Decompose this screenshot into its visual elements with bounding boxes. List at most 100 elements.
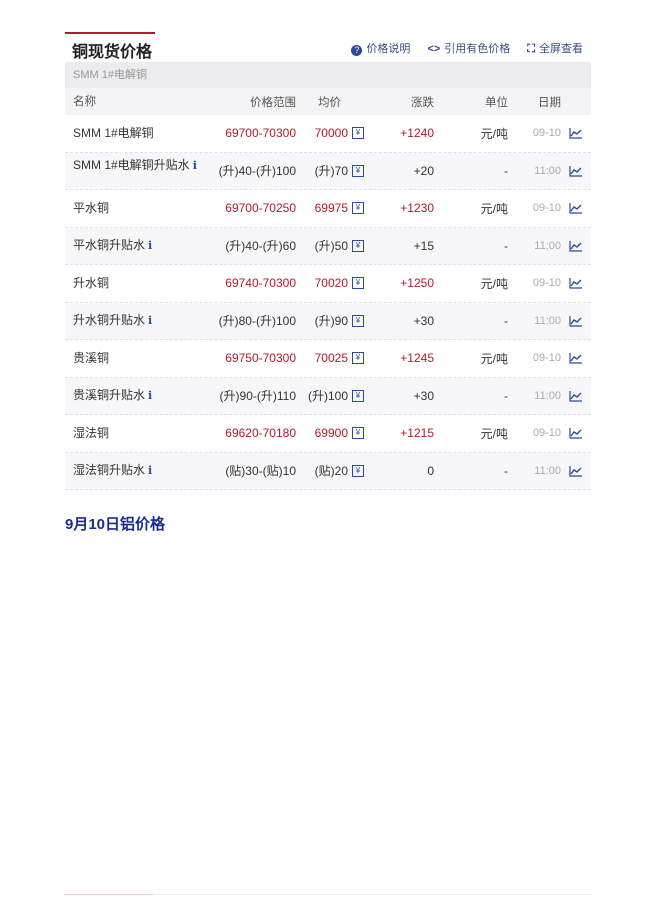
widget-title: 铜现货价格	[72, 44, 153, 61]
price-explanation-link[interactable]: ? 价格说明	[351, 40, 410, 56]
trend-chart-icon[interactable]	[569, 352, 583, 364]
copper-price-widget: 铜现货价格 ? 价格说明 <> 引用有色价格 ⛶ 全屏查看 SMM 1#电解铜 名称 …	[65, 32, 591, 490]
table-row: 平水铜升贴水 i (升)40-(升)60 (升)50 ¥ +15 - 11:00	[65, 227, 591, 265]
row-name: 升水铜升贴水 i	[73, 313, 153, 328]
info-icon[interactable]: i	[148, 314, 153, 328]
price-change: +1240	[400, 126, 434, 141]
price-range: (升)90-(升)110	[219, 389, 296, 404]
yen-calculator-icon[interactable]: ¥	[352, 389, 364, 402]
row-name: SMM 1#电解铜	[73, 126, 154, 141]
price-range: (升)80-(升)100	[218, 314, 296, 329]
row-name: 湿法铜升贴水 i	[73, 463, 153, 478]
unit: -	[504, 313, 508, 328]
table-row: 升水铜 69740-70300 70020 ¥ +1250 元/吨 09-10	[65, 265, 591, 303]
average-price: (升)50	[314, 239, 348, 254]
table-row: SMM 1#电解铜升贴水 i (升)40-(升)100 (升)70 ¥ +20 - 11:00	[65, 152, 591, 190]
col-change: 涨跌	[411, 96, 434, 109]
average-price: 69900	[314, 426, 348, 441]
price-change: +1245	[400, 351, 434, 366]
table-row: 贵溪铜升贴水 i (升)90-(升)110 (升)100 ¥ +30 - 11:00	[65, 377, 591, 415]
date: 11:00	[534, 464, 561, 477]
info-icon[interactable]: i	[192, 158, 197, 172]
trend-chart-icon[interactable]	[569, 427, 583, 439]
yen-calculator-icon[interactable]: ¥	[352, 277, 364, 290]
unit: -	[504, 163, 508, 178]
yen-calculator-icon[interactable]: ¥	[352, 164, 364, 177]
trend-chart-icon[interactable]	[569, 202, 583, 214]
date: 09-10	[532, 127, 561, 140]
info-icon[interactable]: i	[148, 464, 153, 478]
col-range: 价格范围	[250, 96, 296, 109]
table-row: 升水铜升贴水 i (升)80-(升)100 (升)90 ¥ +30 - 11:00	[65, 302, 591, 340]
yen-calculator-icon[interactable]: ¥	[352, 352, 364, 365]
title-accent-line	[65, 32, 155, 34]
yen-calculator-icon[interactable]: ¥	[352, 427, 364, 440]
price-range: 69620-70180	[225, 426, 296, 441]
row-name: 贵溪铜升贴水 i	[73, 388, 153, 403]
average-price: 70025	[314, 351, 348, 366]
price-change: +1250	[400, 276, 434, 291]
table-row: 湿法铜升贴水 i (贴)30-(贴)10 (贴)20 ¥0 - 11:00	[65, 452, 591, 490]
row-name: 湿法铜	[73, 426, 110, 441]
date: 11:00	[534, 314, 561, 327]
price-range: 69700-70250	[225, 201, 296, 216]
info-icon[interactable]: i	[148, 389, 153, 403]
row-name: 平水铜升贴水 i	[73, 238, 153, 253]
date: 11:00	[534, 389, 561, 402]
unit: 元/吨	[480, 201, 508, 216]
product-subheader: SMM 1#电解铜	[65, 62, 591, 88]
unit: -	[504, 463, 508, 478]
trend-chart-icon[interactable]	[569, 390, 583, 402]
price-range: (升)40-(升)60	[225, 239, 296, 254]
average-price: 70020	[314, 276, 348, 291]
date: 09-10	[532, 427, 561, 440]
yen-calculator-icon[interactable]: ¥	[352, 314, 364, 327]
price-change: +20	[413, 163, 434, 178]
price-change: +1230	[400, 201, 434, 216]
cite-price-link[interactable]: <> 引用有色价格	[427, 43, 511, 55]
average-price: 70000	[314, 126, 348, 141]
trend-chart-icon[interactable]	[569, 165, 583, 177]
average-price: (升)100	[307, 389, 348, 404]
average-price: (升)90	[314, 314, 348, 329]
trend-chart-icon[interactable]	[569, 465, 583, 477]
date: 11:00	[534, 164, 561, 177]
row-name: 平水铜	[73, 201, 110, 216]
section-title: 9月10日铝价格	[65, 516, 166, 533]
trend-chart-icon[interactable]	[569, 277, 583, 289]
unit: -	[504, 388, 508, 403]
row-name: 贵溪铜	[73, 351, 110, 366]
average-price: (贴)20	[314, 464, 348, 479]
unit: 元/吨	[480, 276, 508, 291]
unit: 元/吨	[480, 426, 508, 441]
trend-chart-icon[interactable]	[569, 315, 583, 327]
date: 09-10	[532, 202, 561, 215]
price-range: 69750-70300	[225, 351, 296, 366]
trend-chart-icon[interactable]	[569, 127, 583, 139]
trend-chart-icon[interactable]	[569, 240, 583, 252]
row-name: 升水铜	[73, 276, 110, 291]
fullscreen-icon: ⛶	[527, 43, 535, 55]
yen-calculator-icon[interactable]: ¥	[352, 127, 364, 140]
yen-calculator-icon[interactable]: ¥	[352, 239, 364, 252]
col-unit: 单位	[485, 96, 508, 109]
code-icon: <>	[427, 43, 441, 55]
date: 09-10	[532, 277, 561, 290]
question-icon: ?	[351, 45, 363, 56]
table-row: 贵溪铜 69750-70300 70025 ¥ +1245 元/吨 09-10	[65, 340, 591, 378]
info-icon[interactable]: i	[148, 239, 153, 253]
yen-calculator-icon[interactable]: ¥	[352, 464, 364, 477]
price-change: +30	[413, 313, 434, 328]
col-avg: 均价	[318, 96, 341, 109]
average-price: 69975	[314, 201, 348, 216]
unit: -	[504, 238, 508, 253]
fullscreen-link[interactable]: ⛶ 全屏查看	[527, 43, 583, 55]
price-range: 69700-70300	[225, 126, 296, 141]
price-table-body: SMM 1#电解铜 69700-70300 70000 ¥ +1240 元/吨 09-10 S…	[65, 115, 591, 490]
col-name: 名称	[73, 95, 96, 108]
date: 11:00	[534, 239, 561, 252]
table-row: SMM 1#电解铜 69700-70300 70000 ¥ +1240 元/吨 09-10	[65, 115, 591, 153]
yen-calculator-icon[interactable]: ¥	[352, 202, 364, 215]
unit: 元/吨	[480, 351, 508, 366]
price-change: +15	[413, 238, 434, 253]
